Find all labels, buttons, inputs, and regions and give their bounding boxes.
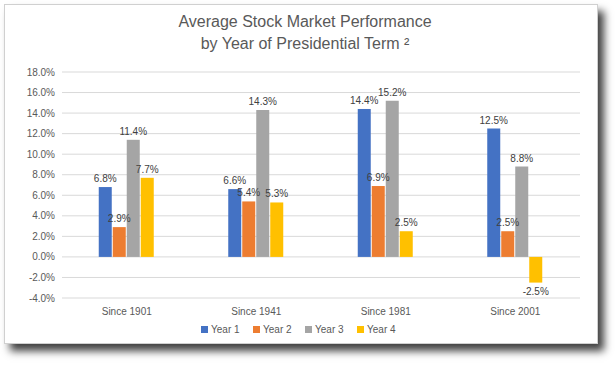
legend-swatch — [305, 326, 312, 333]
data-labels: 6.8% 6.6% 14.4% 12.5% 2.9% 5.4% 6.9% 2.5% 11.4% 1… — [94, 87, 549, 297]
grid-line — [62, 72, 580, 73]
legend: Year 1 Year 2 Year 3 Year 4 — [201, 324, 396, 335]
x-tick-label: Since 2001 — [490, 306, 540, 317]
bar — [127, 140, 140, 257]
title: Average Stock Market Performance by Year … — [178, 13, 431, 52]
y-tick-label: 4.0% — [32, 210, 55, 221]
grid — [62, 72, 580, 298]
y-tick-label: 10.0% — [27, 149, 55, 160]
title-line: Average Stock Market Performance — [178, 13, 431, 30]
legend-swatch — [253, 326, 260, 333]
data-label: 14.4% — [350, 95, 378, 106]
bar — [141, 178, 154, 257]
data-label: 7.7% — [136, 164, 159, 175]
legend-label: Year 3 — [315, 324, 344, 335]
data-label: 2.5% — [496, 217, 519, 228]
data-label: 2.9% — [108, 213, 131, 224]
grid-line — [62, 92, 580, 93]
data-label: 11.4% — [119, 126, 147, 137]
y-tick-label: 16.0% — [27, 87, 55, 98]
bar — [372, 186, 385, 257]
y-tick-label: 8.0% — [32, 169, 55, 180]
data-label: 15.2% — [378, 87, 406, 98]
y-tick-label: -2.0% — [29, 272, 55, 283]
x-tick-label: Since 1981 — [361, 306, 411, 317]
y-tick-label: 14.0% — [27, 108, 55, 119]
bar — [256, 110, 269, 257]
legend-label: Year 1 — [211, 324, 240, 335]
bar — [400, 231, 413, 257]
legend-label: Year 4 — [367, 324, 396, 335]
grid-line — [62, 298, 580, 299]
data-label: 6.8% — [94, 173, 117, 184]
data-label: 14.3% — [249, 96, 277, 107]
data-label: 12.5% — [480, 115, 508, 126]
bars — [99, 101, 543, 283]
bar — [515, 167, 528, 257]
legend-swatch — [357, 326, 364, 333]
title-line: by Year of Presidential Term ² — [201, 35, 410, 52]
y-tick-label: 0.0% — [32, 251, 55, 262]
bar — [529, 257, 542, 283]
bar — [228, 189, 241, 257]
grid-line — [62, 277, 580, 278]
legend-swatch — [201, 326, 208, 333]
data-label: 5.3% — [265, 188, 288, 199]
bar — [113, 227, 126, 257]
legend-label: Year 2 — [263, 324, 292, 335]
data-label: 6.6% — [223, 175, 246, 186]
y-tick-label: 18.0% — [27, 67, 55, 78]
data-label: 2.5% — [395, 217, 418, 228]
bar — [501, 231, 514, 257]
bar — [270, 202, 283, 256]
x-tick-label: Since 1901 — [102, 306, 152, 317]
y-tick-label: 2.0% — [32, 231, 55, 242]
data-label: 8.8% — [510, 153, 533, 164]
y-tick-label: 6.0% — [32, 190, 55, 201]
data-label: -2.5% — [523, 286, 549, 297]
chart: Average Stock Market Performance by Year … — [0, 0, 615, 365]
x-tick-label: Since 1941 — [231, 306, 281, 317]
y-tick-label: -4.0% — [29, 293, 55, 304]
data-label: 5.4% — [237, 187, 260, 198]
grid-line — [62, 113, 580, 114]
data-label: 6.9% — [367, 172, 390, 183]
bar — [242, 201, 255, 256]
y-tick-label: 12.0% — [27, 128, 55, 139]
bar — [487, 129, 500, 257]
